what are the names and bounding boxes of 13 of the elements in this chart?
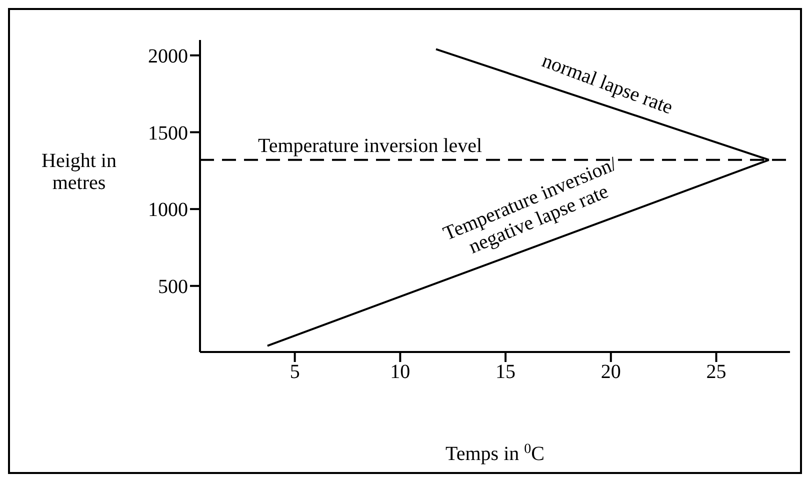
x-tick-label: 15 <box>496 361 516 384</box>
y-tick-label: 500 <box>158 276 188 298</box>
x-axis-title: Temps in $^{0}$C <box>446 442 544 465</box>
y-axis-title: Height in metres <box>40 150 118 194</box>
x-tick-label: 20 <box>600 361 621 384</box>
y-tick-label: 1500 <box>148 122 188 144</box>
ref-line-label: Temperature inversion level <box>258 134 483 157</box>
y-tick-label: 2000 <box>148 45 188 68</box>
y-tick-label: 1000 <box>148 199 188 222</box>
text: normal lapse rate <box>539 50 676 119</box>
x-tick-label: 5 <box>290 361 300 384</box>
x-tick-label: 10 <box>390 361 410 384</box>
x-tick-label: 25 <box>706 361 726 384</box>
